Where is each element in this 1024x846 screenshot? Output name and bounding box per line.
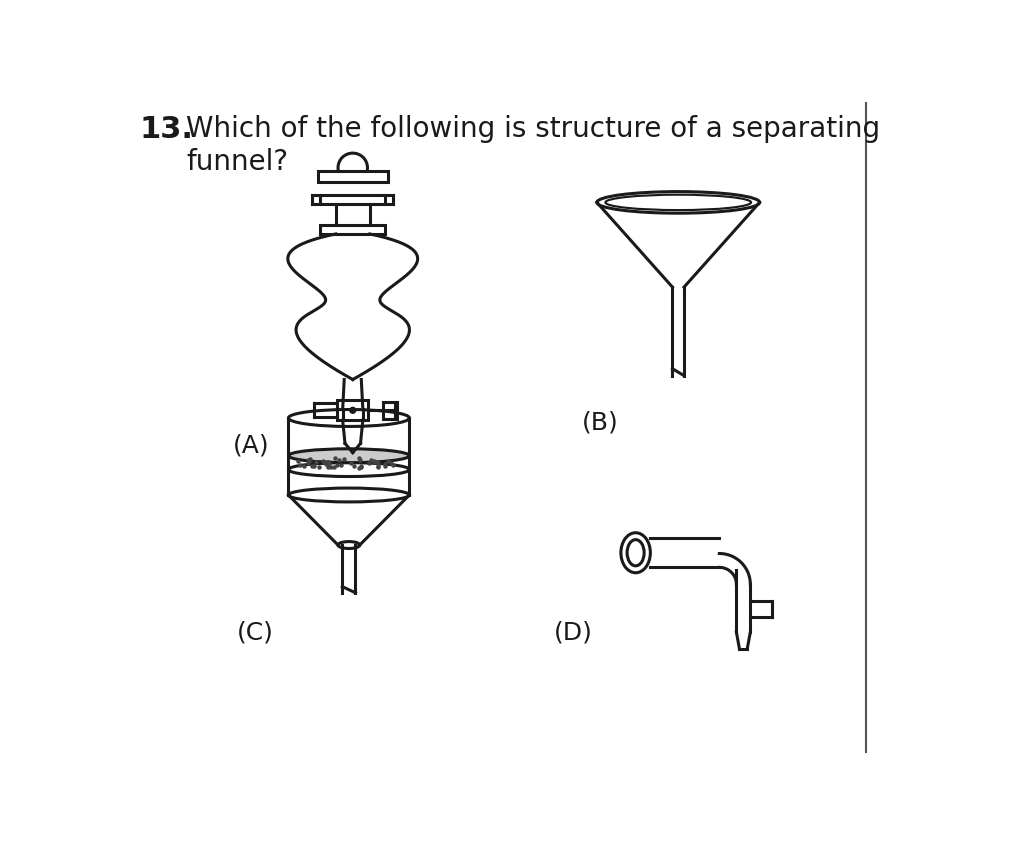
Bar (383, 402, 397, 419)
Ellipse shape (289, 448, 410, 463)
Bar (337, 400, 369, 420)
Text: (B): (B) (582, 410, 618, 434)
Bar (321, 195, 385, 204)
Circle shape (350, 408, 355, 413)
Text: (D): (D) (554, 620, 593, 645)
Text: 13.: 13. (139, 115, 194, 145)
Text: (C): (C) (237, 620, 273, 645)
Bar (321, 225, 385, 234)
Text: (A): (A) (232, 433, 269, 458)
Text: Which of the following is structure of a separating: Which of the following is structure of a… (186, 115, 881, 143)
Text: funnel?: funnel? (186, 149, 288, 177)
Bar (317, 171, 388, 183)
